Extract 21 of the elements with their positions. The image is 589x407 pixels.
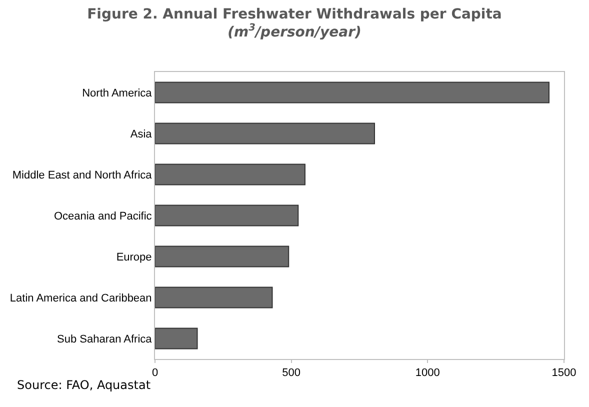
bar bbox=[155, 164, 306, 186]
source-note: Source: FAO, Aquastat bbox=[17, 378, 151, 392]
y-tick-label: North America bbox=[82, 87, 153, 100]
bar bbox=[155, 204, 299, 226]
bar bbox=[155, 82, 550, 104]
y-tick-label: Sub Saharan Africa bbox=[57, 333, 153, 346]
y-tick-label: Europe bbox=[116, 251, 152, 264]
chart-subtitle: (m$^{3}$/person/year) bbox=[228, 22, 362, 41]
y-tick-label: Latin America and Caribbean bbox=[10, 292, 152, 304]
y-tick-label: Middle East and North Africa bbox=[12, 169, 153, 182]
bar bbox=[155, 246, 290, 268]
bar bbox=[155, 328, 198, 350]
x-tick-label: 1000 bbox=[415, 367, 440, 380]
x-tick-label: 1500 bbox=[552, 367, 576, 380]
bar bbox=[155, 122, 375, 144]
chart-title: Figure 2. Annual Freshwater Withdrawals per Capita bbox=[87, 6, 502, 22]
bar bbox=[155, 286, 273, 308]
y-tick-label: Asia bbox=[130, 128, 153, 140]
x-tick-label: 500 bbox=[282, 367, 301, 380]
y-tick-label: Oceania and Pacific bbox=[54, 210, 152, 222]
x-tick-label: 0 bbox=[152, 367, 158, 380]
